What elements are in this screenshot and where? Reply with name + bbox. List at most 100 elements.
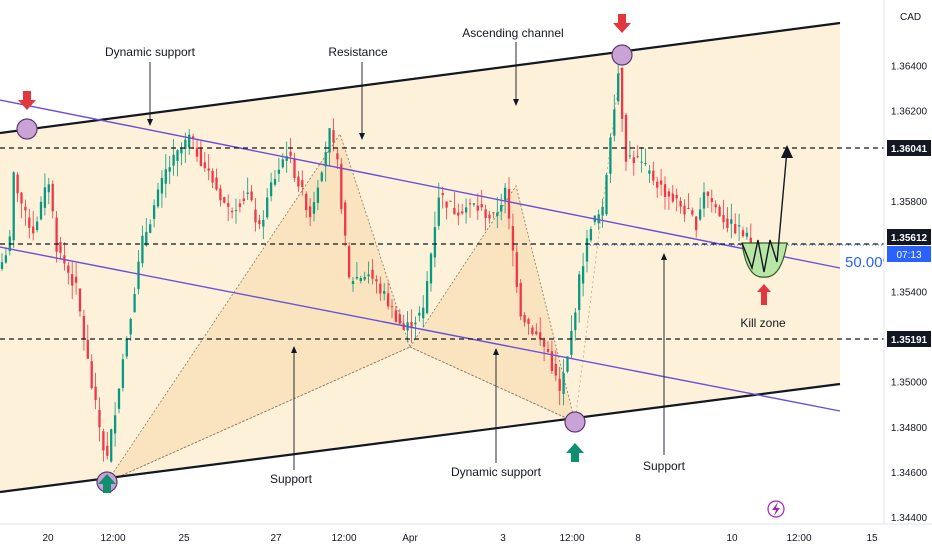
candle [461,203,464,215]
price-axis[interactable]: CAD 1.34400 1.34600 1.34800 1.35000 1.35400 1… [883,0,932,524]
price-tag-135191-bg [887,331,931,347]
candle [328,128,331,166]
annotation-support-right: Support [643,459,686,473]
candle [644,148,647,167]
time-tick-label: 12:00 [786,533,811,544]
candle [422,295,425,328]
pointer-support-right-head [661,253,667,260]
time-tick-label: 20 [42,533,54,544]
pointer-support-left-head [291,346,297,353]
candle [737,213,741,241]
candle [254,198,257,232]
candle [398,309,401,325]
candle [347,242,351,280]
lightning-icon[interactable] [767,500,785,518]
candle [418,306,421,322]
candle [527,317,530,335]
candle [507,177,511,230]
candle [464,198,468,224]
candle [722,199,725,230]
candle [457,203,460,226]
annotation-support-left: Support [270,472,313,486]
countdown-tag: 07:13 [896,250,921,261]
candle [316,179,320,211]
candle [55,211,58,263]
candle [714,200,717,214]
candle [145,217,148,247]
candle [667,188,671,210]
candle [445,201,448,220]
annotation-ascending-channel: Ascending channel [462,26,563,40]
candle [706,190,710,209]
candle [558,366,561,406]
candle [503,183,507,214]
price-tag-135191: 1.35191 [891,335,928,346]
candle [227,194,230,222]
price-tag-136041: 1.36041 [891,144,928,155]
candle [515,245,518,293]
candle [581,252,585,297]
pivot-marker-channel-high [611,44,633,66]
candle [39,196,43,221]
candle [562,359,565,406]
countdown-tag-bg [887,246,931,262]
time-tick-label: 12:00 [100,533,125,544]
candle [488,210,491,224]
candle [207,154,210,181]
candle [574,308,577,341]
price-tick-label: 1.34800 [891,423,928,434]
candle [28,208,31,239]
price-tick-label: 1.34400 [891,513,928,524]
candle [293,152,296,182]
candle [195,139,199,162]
candle [59,236,62,260]
candle [32,210,35,241]
candle [86,324,89,359]
candle [671,185,674,204]
price-tick-label: 1.35000 [891,378,928,389]
candle [359,275,362,284]
candle [16,172,19,203]
candle [652,161,655,186]
candle [511,213,515,267]
candle [121,353,125,392]
candle [648,165,651,183]
candle [102,428,105,462]
time-tick-label: 15 [866,533,878,544]
channel-upper-line [0,21,841,135]
candle [340,157,343,214]
candle [687,193,690,210]
kill-zone-arrow-icon [757,284,771,305]
currency-label: CAD [900,12,921,23]
candle [211,168,214,189]
time-axis[interactable]: 20 12:00 25 27 12:00 Apr 3 12:00 8 10 12:00 15 [0,523,932,550]
candle [94,372,97,410]
dynamic-trendline-lower [0,246,841,412]
candle [476,193,479,220]
candle [78,288,82,317]
price-tag-135612-bg [887,229,931,245]
candle [67,261,70,285]
candle [453,192,456,215]
candle [570,315,573,359]
candle [250,184,253,202]
candle [379,276,382,301]
candle [410,309,413,343]
candle [219,184,222,207]
candle [277,158,281,183]
candle [262,210,265,240]
candle [433,211,437,268]
candle [437,182,440,230]
candle [51,180,54,219]
candle [492,212,495,219]
candle [164,153,167,198]
candle [656,176,659,198]
price-tick-label: 1.36400 [891,62,928,73]
candle [663,176,667,210]
pointer-resistance-head [359,133,365,140]
candle [535,323,538,336]
time-tick-label: 3 [500,533,506,544]
candle [542,337,546,362]
candle [176,149,179,177]
candle [531,325,534,336]
